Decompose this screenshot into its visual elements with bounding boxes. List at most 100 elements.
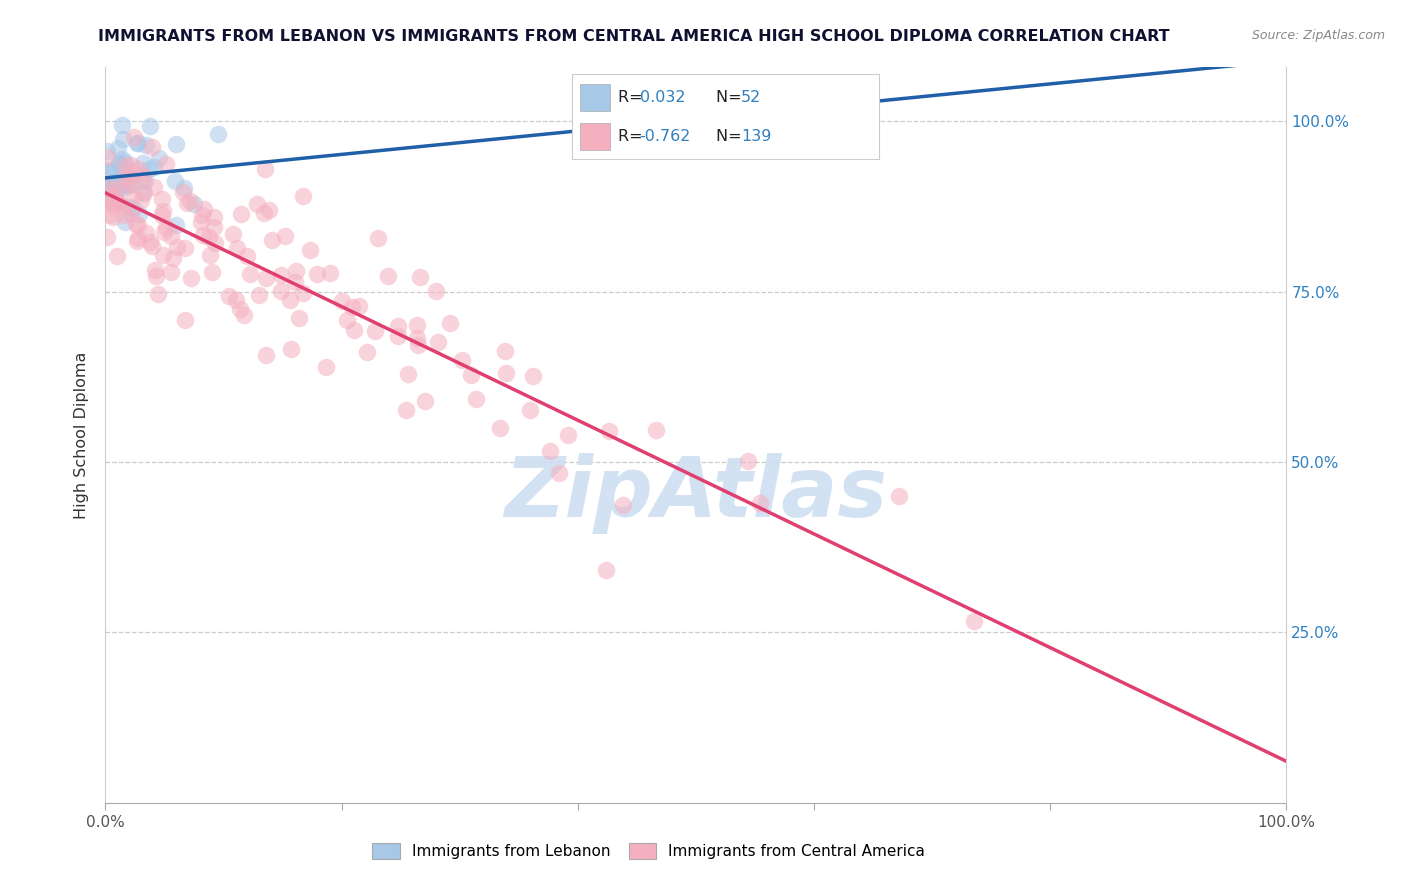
Point — [595, 564, 617, 578]
Point — [96, 151, 118, 165]
Point — [105, 249, 128, 263]
Point — [122, 188, 145, 202]
Point — [107, 141, 129, 155]
Point — [120, 177, 142, 191]
Point — [160, 265, 183, 279]
Point — [494, 343, 516, 358]
Point — [98, 208, 121, 222]
Point — [288, 310, 311, 325]
Point — [218, 288, 240, 302]
Point — [108, 175, 131, 189]
Point — [180, 271, 202, 285]
Point — [121, 201, 143, 215]
Point — [101, 175, 124, 189]
Point — [118, 178, 141, 193]
Point — [387, 328, 409, 343]
Point — [112, 179, 135, 194]
Text: Source: ZipAtlas.com: Source: ZipAtlas.com — [1251, 29, 1385, 42]
Point — [101, 164, 124, 178]
Point — [100, 191, 122, 205]
Point — [270, 268, 292, 282]
Point — [148, 151, 170, 165]
Point — [367, 231, 389, 245]
Point — [111, 200, 134, 214]
Point — [465, 392, 488, 406]
Point — [112, 159, 135, 173]
Point — [522, 369, 544, 384]
Point — [274, 228, 297, 243]
Point — [396, 367, 419, 381]
Point — [138, 162, 160, 177]
Point — [299, 244, 322, 258]
Point — [96, 144, 118, 158]
Point — [405, 318, 427, 332]
Point — [284, 275, 307, 289]
Point — [319, 266, 342, 280]
Point — [101, 179, 124, 194]
Point — [193, 228, 215, 243]
Point — [139, 119, 162, 133]
Point — [97, 163, 120, 178]
Point — [315, 360, 337, 375]
Point — [117, 167, 139, 181]
Point — [165, 174, 187, 188]
Point — [114, 171, 136, 186]
Point — [108, 177, 131, 191]
Point — [131, 168, 153, 182]
Point — [104, 186, 127, 201]
Point — [112, 178, 135, 192]
Point — [236, 249, 259, 263]
Point — [165, 136, 187, 151]
Point — [259, 203, 281, 218]
Point — [104, 183, 127, 197]
Point — [118, 201, 141, 215]
Point — [96, 194, 118, 208]
Point — [229, 302, 252, 317]
Point — [105, 194, 128, 209]
Point — [285, 264, 308, 278]
Point — [172, 185, 194, 199]
Point — [645, 423, 668, 437]
Point — [198, 248, 221, 262]
Point — [122, 130, 145, 145]
Point — [120, 158, 142, 172]
Point — [112, 208, 135, 222]
Point — [104, 176, 127, 190]
Point — [127, 231, 149, 245]
Point — [129, 193, 152, 207]
Legend: Immigrants from Lebanon, Immigrants from Central America: Immigrants from Lebanon, Immigrants from… — [366, 837, 931, 865]
Point — [114, 154, 136, 169]
Point — [406, 330, 429, 344]
Point — [111, 119, 134, 133]
Point — [96, 230, 118, 244]
Text: IMMIGRANTS FROM LEBANON VS IMMIGRANTS FROM CENTRAL AMERICA HIGH SCHOOL DIPLOMA C: IMMIGRANTS FROM LEBANON VS IMMIGRANTS FR… — [98, 29, 1170, 44]
Point — [110, 172, 132, 186]
Point — [179, 194, 201, 208]
Point — [148, 287, 170, 301]
Point — [150, 193, 173, 207]
Point — [292, 188, 315, 202]
Point — [270, 284, 292, 298]
Point — [253, 161, 276, 176]
Point — [292, 285, 315, 300]
Point — [100, 188, 122, 202]
Point — [114, 215, 136, 229]
Point — [204, 236, 226, 251]
Point — [197, 230, 219, 244]
Point — [174, 313, 197, 327]
Point — [612, 498, 634, 512]
Point — [108, 156, 131, 170]
Point — [225, 293, 247, 307]
Point — [305, 267, 328, 281]
Point — [377, 268, 399, 283]
Point — [153, 225, 176, 239]
Point — [207, 127, 229, 141]
Point — [117, 173, 139, 187]
Point — [143, 262, 166, 277]
Point — [115, 169, 138, 184]
Point — [120, 206, 142, 220]
Point — [112, 132, 135, 146]
Point — [101, 210, 124, 224]
Point — [173, 181, 195, 195]
Point — [127, 219, 149, 233]
